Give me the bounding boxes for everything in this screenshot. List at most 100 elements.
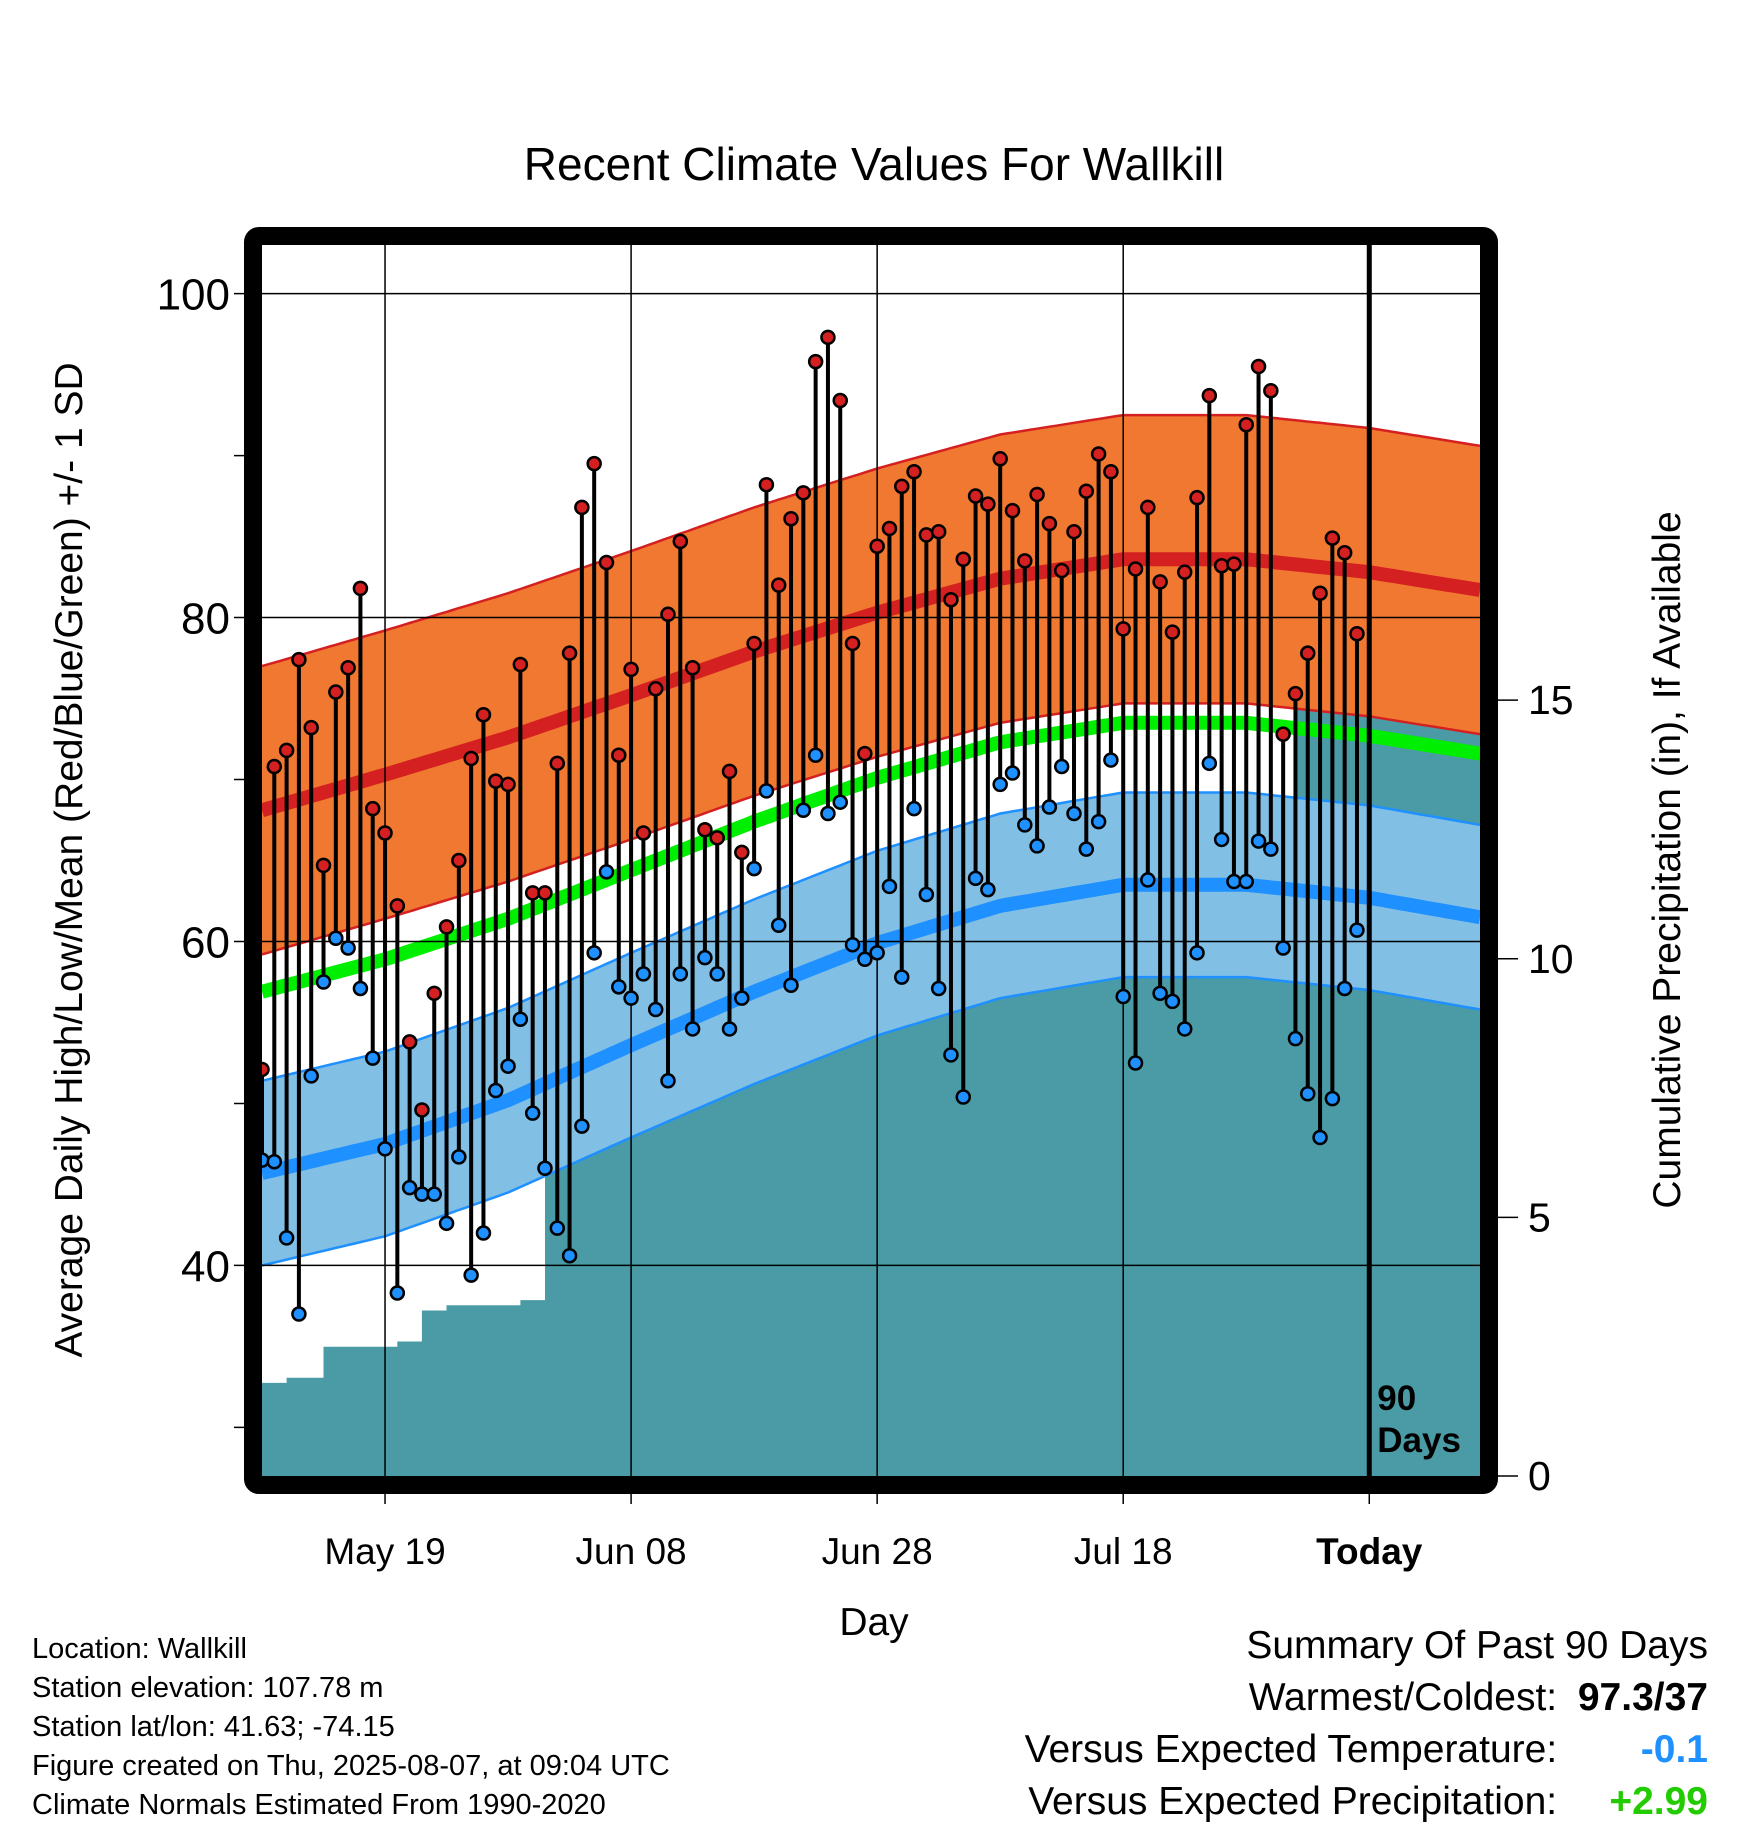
daily-low-point <box>1213 831 1230 848</box>
y2-tick-label: 0 <box>1528 1453 1551 1499</box>
daily-low-point <box>1017 817 1033 833</box>
daily-low-point <box>561 1247 578 1264</box>
daily-low-point <box>451 1149 467 1165</box>
daily-high-point <box>623 661 639 678</box>
daily-low-point <box>635 966 652 982</box>
y2-tick-label: 5 <box>1528 1194 1551 1240</box>
normal-high-line <box>262 552 1480 818</box>
chart-title: Recent Climate Values For Wallkill <box>524 138 1224 190</box>
daily-low-point <box>1201 755 1218 772</box>
daily-low-point <box>549 1220 566 1236</box>
daily-high-point <box>709 830 725 846</box>
daily-high-point <box>869 538 885 555</box>
daily-low-point <box>364 1050 381 1066</box>
daily-low-point <box>500 1058 516 1074</box>
daily-high-point <box>475 706 492 723</box>
daily-low-point <box>894 969 910 985</box>
warmest-value: 97.3 <box>1577 1676 1654 1719</box>
daily-low-point <box>611 979 627 995</box>
daily-high-point <box>1250 358 1267 375</box>
daily-high-point <box>734 844 750 861</box>
daily-high-point <box>488 773 504 789</box>
daily-low-point <box>475 1225 492 1241</box>
daily-high-point <box>918 527 935 543</box>
daily-low-point <box>438 1215 455 1232</box>
daily-high-point <box>1275 726 1291 742</box>
daily-high-point <box>1017 553 1033 569</box>
temperature-anomaly-row: Versus Expected Temperature: -0.1 <box>1025 1724 1708 1776</box>
daily-high-point <box>857 745 873 762</box>
daily-low-point <box>266 1154 283 1170</box>
temperature-anomaly-label: Versus Expected Temperature: <box>1024 1728 1558 1771</box>
y-tick-label: 40 <box>181 1242 230 1291</box>
y2-tick-label: 10 <box>1528 936 1574 982</box>
daily-high-point <box>635 825 652 841</box>
daily-high-point <box>1349 625 1365 642</box>
daily-high-point <box>340 660 356 676</box>
daily-low-point <box>1275 940 1291 956</box>
daily-high-point <box>611 747 627 763</box>
daily-low-point <box>1238 873 1254 890</box>
warmest-coldest-separator: / <box>1653 1676 1665 1719</box>
x-tick-label: May 19 <box>324 1531 445 1572</box>
warmest-coldest-value: 97.3/37 <box>1568 1672 1708 1724</box>
daily-low-point <box>1324 1090 1341 1107</box>
plot-frame <box>244 227 1498 1494</box>
daily-high-point <box>401 1034 418 1050</box>
daily-high-point <box>672 533 689 550</box>
location-text: Location: Wallkill <box>32 1633 247 1665</box>
daily-high-point <box>783 510 799 527</box>
daily-low-point <box>586 945 602 961</box>
coldest-value: 37 <box>1664 1676 1708 1719</box>
daily-high-point <box>463 750 479 767</box>
daily-high-point <box>980 496 996 512</box>
daily-high-point <box>1213 557 1230 574</box>
daily-low-point <box>1336 980 1353 997</box>
precipitation-anomaly-value: +2.99 <box>1609 1780 1708 1823</box>
daily-low-point <box>992 776 1008 793</box>
daily-high-point <box>906 464 922 480</box>
daily-high-point <box>1152 574 1168 590</box>
daily-high-point <box>832 392 848 409</box>
x-tick-label: Jul 18 <box>1074 1531 1173 1572</box>
daily-low-point <box>709 966 725 982</box>
daily-low-point <box>943 1047 959 1063</box>
daily-high-point <box>426 985 442 1002</box>
daily-low-point <box>1066 805 1082 822</box>
daily-high-point <box>1189 489 1205 506</box>
daily-low-point <box>291 1306 307 1322</box>
daily-high-point <box>586 455 602 472</box>
latlon-text: Station lat/lon: 41.63; -74.15 <box>32 1711 395 1743</box>
daily-high-point <box>647 681 664 697</box>
daily-high-point <box>1090 446 1107 462</box>
daily-high-point <box>943 591 959 608</box>
daily-high-point <box>967 488 984 504</box>
daily-high-point <box>770 577 787 593</box>
daily-high-point <box>561 645 578 661</box>
normal-high-band-lower-edge <box>262 702 1480 956</box>
daily-low-point <box>967 870 984 887</box>
daily-high-point <box>684 660 701 676</box>
normal-low-band-lower-edge <box>262 975 1480 1267</box>
daily-high-point <box>721 763 738 780</box>
normal-low-line <box>262 877 1480 1180</box>
daily-high-point <box>537 885 553 901</box>
daily-low-point <box>746 860 762 877</box>
daily-high-point <box>820 329 836 346</box>
daily-low-point <box>647 1001 664 1018</box>
daily-low-point <box>463 1267 479 1283</box>
daily-high-point <box>1127 561 1144 577</box>
x-tick-label: Jun 28 <box>822 1531 933 1572</box>
daily-low-point <box>1090 813 1107 830</box>
daily-high-point <box>1078 483 1095 499</box>
station-info: Location: Wallkill Station elevation: 10… <box>32 1630 670 1825</box>
y-tick-label: 100 <box>157 271 230 320</box>
daily-high-point <box>328 684 344 700</box>
daily-low-point <box>426 1186 442 1202</box>
daily-low-point <box>598 864 615 880</box>
daily-low-point <box>574 1118 590 1134</box>
daily-low-point <box>303 1068 319 1084</box>
summary-panel: Summary Of Past 90 Days Warmest/Coldest:… <box>1025 1620 1708 1828</box>
daily-low-point <box>278 1230 295 1246</box>
